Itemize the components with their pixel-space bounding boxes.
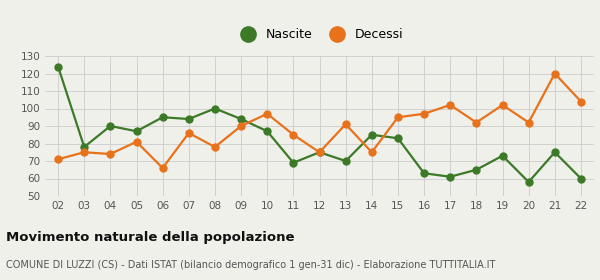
Nascite (499, 154, 506, 157)
Decessi (499, 103, 506, 107)
Legend: Nascite, Decessi: Nascite, Decessi (230, 23, 409, 46)
Decessi (55, 158, 62, 161)
Nascite (316, 151, 323, 154)
Nascite (342, 159, 349, 163)
Decessi (577, 100, 584, 103)
Nascite (525, 180, 532, 184)
Nascite (80, 145, 88, 149)
Nascite (290, 161, 297, 164)
Nascite (238, 117, 245, 121)
Line: Decessi: Decessi (55, 70, 584, 171)
Decessi (446, 103, 454, 107)
Nascite (421, 172, 428, 175)
Nascite (446, 175, 454, 178)
Nascite (159, 116, 166, 119)
Decessi (473, 121, 480, 124)
Nascite (133, 130, 140, 133)
Decessi (211, 145, 218, 149)
Nascite (211, 107, 218, 110)
Nascite (107, 124, 114, 128)
Decessi (133, 140, 140, 143)
Decessi (551, 72, 559, 75)
Decessi (107, 152, 114, 156)
Decessi (316, 151, 323, 154)
Text: Movimento naturale della popolazione: Movimento naturale della popolazione (6, 231, 295, 244)
Decessi (185, 131, 193, 135)
Decessi (290, 133, 297, 136)
Decessi (368, 151, 376, 154)
Decessi (238, 124, 245, 128)
Decessi (263, 112, 271, 115)
Nascite (368, 133, 376, 136)
Decessi (342, 123, 349, 126)
Nascite (577, 177, 584, 180)
Text: COMUNE DI LUZZI (CS) - Dati ISTAT (bilancio demografico 1 gen-31 dic) - Elaboraz: COMUNE DI LUZZI (CS) - Dati ISTAT (bilan… (6, 260, 496, 270)
Nascite (551, 151, 559, 154)
Nascite (55, 65, 62, 68)
Line: Nascite: Nascite (55, 63, 584, 185)
Nascite (185, 117, 193, 121)
Decessi (80, 151, 88, 154)
Decessi (421, 112, 428, 115)
Decessi (159, 166, 166, 170)
Nascite (473, 168, 480, 171)
Decessi (525, 121, 532, 124)
Nascite (394, 137, 401, 140)
Nascite (263, 130, 271, 133)
Decessi (394, 116, 401, 119)
